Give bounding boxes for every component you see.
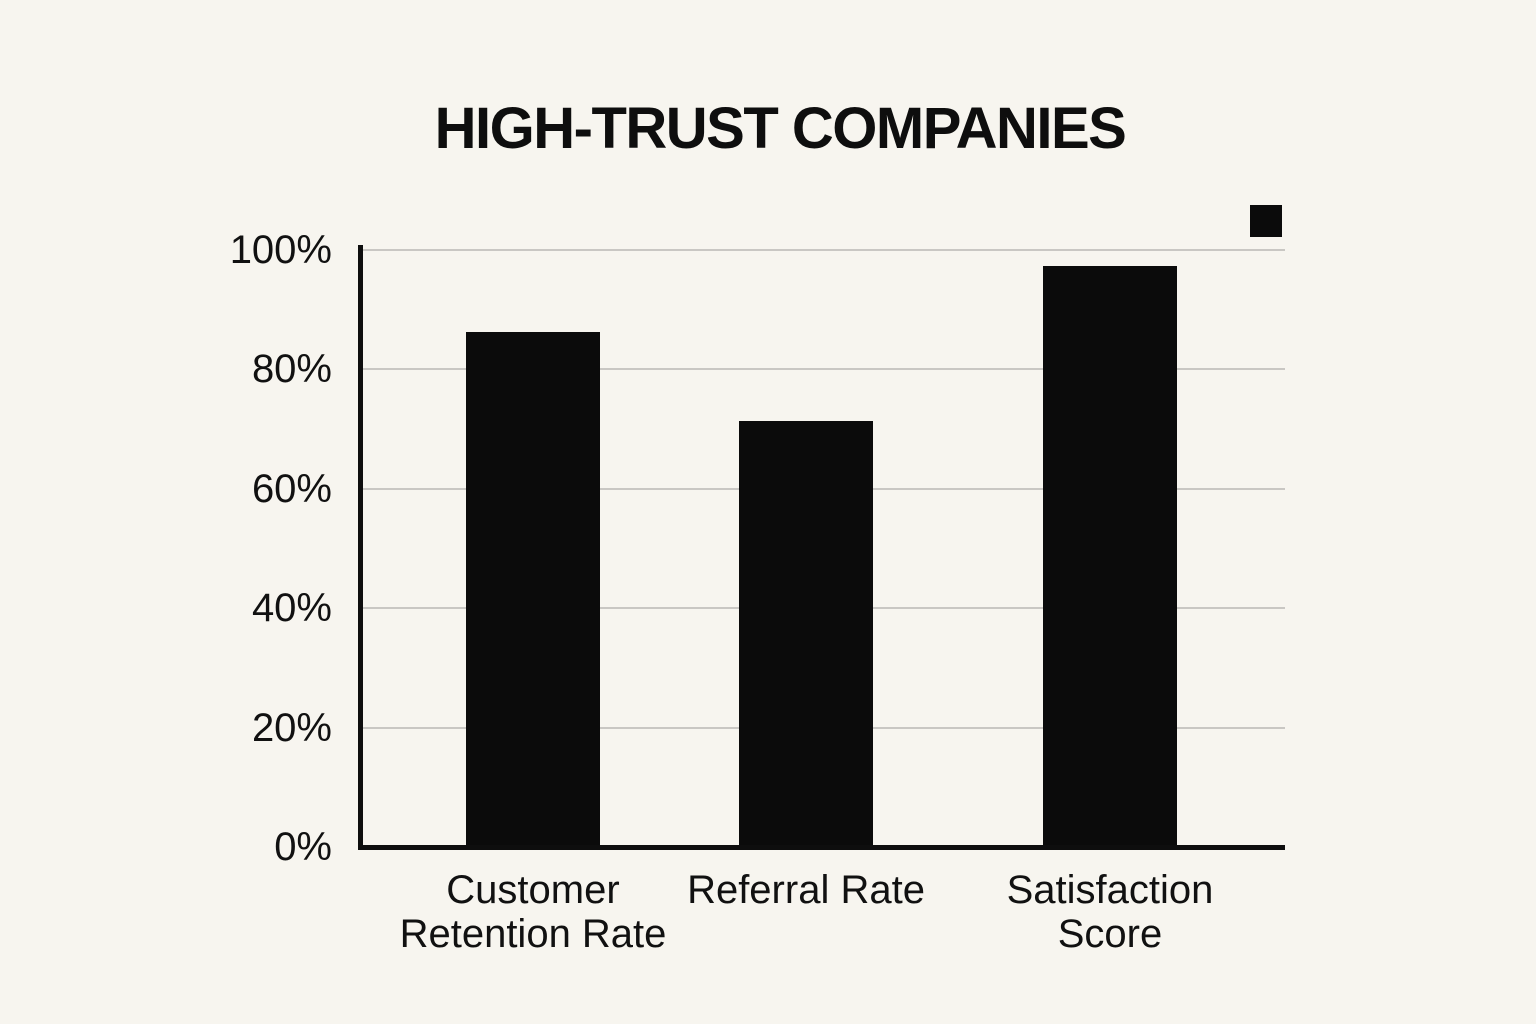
x-axis-line bbox=[358, 845, 1285, 850]
x-category-label-referral-rate: Referral Rate bbox=[687, 868, 925, 912]
gridline-80 bbox=[362, 368, 1285, 371]
y-tick-label-40: 40% bbox=[251, 586, 332, 631]
bar-referral-rate bbox=[739, 421, 873, 845]
bar-satisfaction-score bbox=[1043, 266, 1177, 845]
y-tick-label-80: 80% bbox=[251, 347, 332, 392]
y-tick-label-20: 20% bbox=[251, 705, 332, 750]
y-axis-line bbox=[358, 245, 363, 850]
x-category-label-satisfaction-score: Satisfaction Score bbox=[1006, 868, 1214, 956]
y-tick-label-100: 100% bbox=[229, 228, 332, 272]
y-tick-label-0: 0% bbox=[274, 825, 332, 869]
y-tick-label-60: 60% bbox=[251, 466, 332, 511]
legend-marker-icon bbox=[1250, 205, 1282, 237]
bar-customer-retention-rate bbox=[466, 332, 600, 845]
gridline-100 bbox=[362, 249, 1285, 251]
chart-title: HIGH-TRUST COMPANIES bbox=[434, 96, 1127, 161]
x-category-label-customer-retention-rate: Customer Retention Rate bbox=[399, 868, 667, 956]
